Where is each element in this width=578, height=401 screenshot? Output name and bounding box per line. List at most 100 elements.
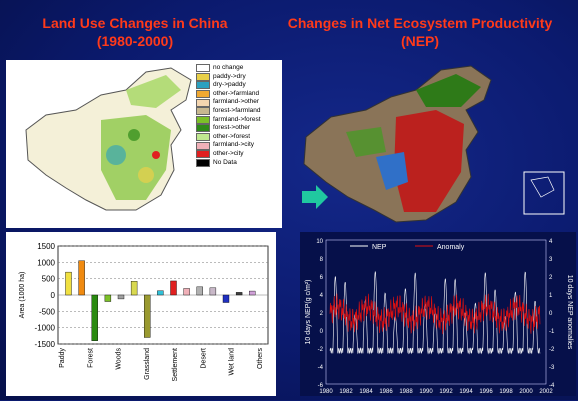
bar-y-tick-label: -1500 (35, 340, 56, 349)
south-china-sea-inset (523, 171, 565, 215)
ts-x-tick-label: 1994 (459, 389, 473, 395)
ts-x-tick-label: 1986 (379, 389, 393, 395)
left-title: Land Use Changes in China (1980-2000) (10, 14, 260, 50)
ts-left-tick-label: 10 (316, 239, 323, 245)
bar-mark (222, 294, 230, 303)
legend-label: other->city (213, 149, 244, 157)
land-area-bar-chart-panel: 1500 1000 500 0 -500 -1000 -1500 Area (1000 ha)… (6, 232, 276, 396)
ts-x-tick-label: 1984 (359, 389, 373, 395)
land-use-legend: no change paddy->dry dry->paddy other->farm… (196, 64, 261, 167)
nep-increase-sichuan (376, 152, 408, 190)
ts-plot-frame (325, 239, 547, 385)
ts-x-tick-label: 2002 (539, 389, 553, 395)
bar-mark (65, 271, 72, 296)
legend-label: other->farmland (213, 89, 260, 97)
landuse-change-cluster-east (101, 115, 171, 200)
legend-item: farmland->city (196, 141, 261, 150)
nep-forest-northeast (416, 74, 481, 107)
bar-y-axis-label: Area (1000 ha) (19, 272, 26, 319)
ts-legend-anomaly-label: Anomaly (437, 244, 465, 251)
ts-x-tick-label: 1980 (319, 389, 333, 395)
bar-mark (249, 290, 256, 296)
ts-x-tick-label: 1982 (339, 389, 353, 395)
ts-left-tick-label: -6 (318, 383, 324, 389)
ts-left-tick-label: -4 (318, 365, 324, 371)
legend-swatch (196, 81, 210, 90)
legend-item: other->city (196, 150, 261, 159)
landuse-paddy-dry-area (138, 167, 154, 183)
ts-left-tick-label: 0 (320, 329, 324, 335)
left-title-sub: (1980-2000) (96, 33, 174, 49)
ts-x-tick-label: 1990 (419, 389, 433, 395)
legend-label: farmland->forest (213, 115, 261, 123)
legend-swatch (196, 98, 210, 107)
land-use-map-panel (6, 60, 282, 228)
bar-category-label: Grassland (144, 348, 151, 380)
ts-right-tick-label: -3 (549, 365, 555, 371)
bar-mark (91, 294, 98, 341)
ts-x-tick-label: 1988 (399, 389, 413, 395)
bar-mark (117, 294, 125, 300)
ts-right-axis-label: 10 days NEP anomalies (566, 275, 573, 350)
ts-x-tick-label: 2000 (519, 389, 533, 395)
legend-item: farmland->other (196, 98, 261, 107)
legend-swatch (196, 133, 210, 142)
right-arrow-icon (302, 185, 328, 209)
legend-item: farmland->forest (196, 116, 261, 125)
bar-category-label: Others (257, 348, 264, 370)
inset-islands (530, 176, 555, 198)
nep-timeseries-panel: 10 8 6 4 2 0 -2 -4 -6 4 3 2 1 0 -1 -2 -3 -4 1980 1982 1984 19… (300, 232, 576, 396)
legend-label: forest->other (213, 124, 251, 132)
ts-right-tick-label: 1 (549, 293, 553, 299)
bar-category-label: Paddy (59, 348, 66, 368)
legend-swatch (196, 124, 210, 133)
landuse-forest-other-area (128, 129, 140, 141)
bar-category-label: Woods (116, 348, 123, 370)
land-use-map (25, 67, 192, 211)
right-title-main: Changes in Net Ecosystem Productivity (287, 15, 553, 31)
ts-anomaly-series-line (329, 293, 541, 335)
bar-mark (130, 281, 138, 296)
legend-label: no change (213, 64, 244, 71)
ts-right-tick-label: 4 (549, 239, 553, 245)
legend-swatch (196, 158, 210, 167)
legend-label: paddy->dry (213, 72, 246, 80)
legend-swatch (196, 90, 210, 99)
bar-category-label: Wet land (229, 348, 236, 376)
ts-left-tick-label: 8 (320, 257, 324, 263)
legend-swatch (196, 141, 210, 150)
bar-category-label: Forest (87, 348, 94, 368)
ts-x-tick-label: 1996 (479, 389, 493, 395)
right-title: Changes in Net Ecosystem Productivity (N… (270, 14, 570, 50)
bar-mark (235, 292, 243, 296)
bar-mark (157, 290, 164, 296)
legend-label: No Data (213, 158, 237, 166)
bar-mark (170, 280, 177, 296)
legend-item: forest->farmland (196, 107, 261, 116)
bar-mark (196, 286, 203, 296)
legend-label: farmland->other (213, 98, 260, 106)
legend-swatch (196, 115, 210, 124)
ts-right-tick-label: -1 (549, 329, 555, 335)
nep-decrease-east (394, 110, 464, 212)
left-title-main: Land Use Changes in China (42, 15, 228, 31)
ts-legend-nep-label: NEP (372, 244, 387, 251)
landuse-dry-paddy-area (106, 145, 126, 165)
ts-left-tick-label: 2 (320, 311, 324, 317)
landuse-change-cluster-northeast (126, 75, 181, 108)
ts-left-tick-label: 6 (320, 275, 324, 281)
bar-mark (78, 260, 85, 296)
ts-right-tick-label: 2 (549, 275, 553, 281)
nep-map-panel (286, 62, 576, 230)
legend-item: paddy->dry (196, 73, 261, 82)
bar-category-label: Desert (200, 348, 207, 369)
bar-y-tick-label: 1000 (37, 258, 55, 267)
legend-item: forest->other (196, 124, 261, 133)
bar-y-tick-label: 500 (42, 275, 56, 284)
bar-y-tick-label: 1500 (37, 242, 55, 251)
bar-y-tick-label: -1000 (35, 324, 56, 333)
ts-left-tick-label: -2 (318, 347, 324, 353)
legend-swatch (196, 64, 210, 73)
